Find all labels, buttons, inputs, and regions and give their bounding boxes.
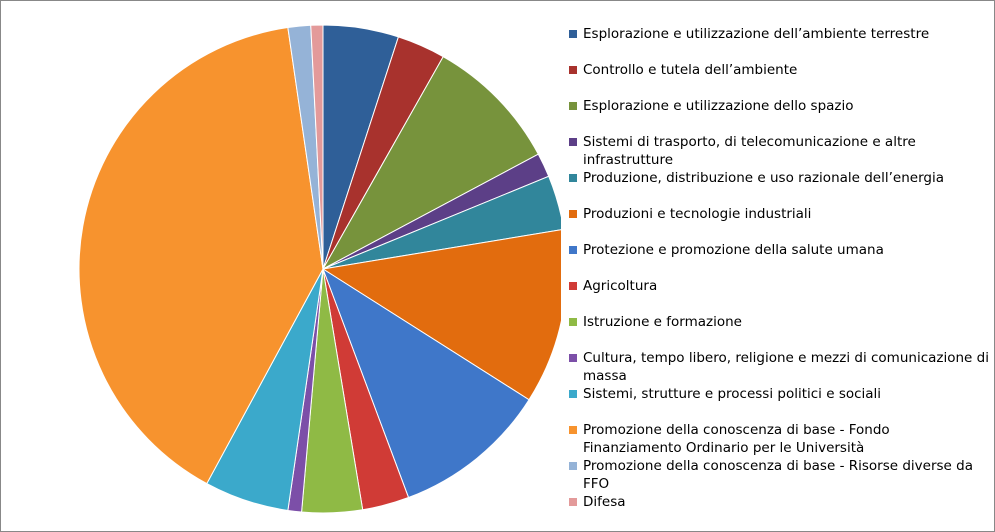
legend-item: Protezione e promozione della salute uma… <box>569 241 989 259</box>
legend-swatch <box>569 462 577 470</box>
pie-slice <box>322 175 561 270</box>
legend-label: Produzioni e tecnologie industriali <box>583 206 812 222</box>
pie-slice <box>322 267 530 499</box>
legend-swatch <box>569 318 577 326</box>
legend-label: Protezione e promozione della salute uma… <box>583 242 884 258</box>
legend-item: Controllo e tutela dell’ambiente <box>569 61 989 79</box>
pie-slice <box>321 229 561 401</box>
legend-item: Produzioni e tecnologie industriali <box>569 205 989 223</box>
pie-slice <box>78 26 324 485</box>
legend-item: Produzione, distribuzione e uso razional… <box>569 169 989 187</box>
legend-label: Esplorazione e utilizzazione dell’ambien… <box>583 26 930 42</box>
legend-item: Difesa <box>569 493 989 511</box>
legend-label: Promozione della conoscenza di base - Ri… <box>583 458 973 492</box>
legend-swatch <box>569 426 577 434</box>
legend-label: Istruzione e formazione <box>583 314 742 330</box>
legend-item: Cultura, tempo libero, religione e mezzi… <box>569 349 989 385</box>
legend-label: Sistemi, strutture e processi politici e… <box>583 386 882 402</box>
legend-swatch <box>569 210 577 218</box>
legend-item: Sistemi di trasporto, di telecomunicazio… <box>569 133 989 169</box>
legend-label: Agricoltura <box>583 278 658 294</box>
legend-item: Promozione della conoscenza di base - Ri… <box>569 457 989 493</box>
legend-swatch <box>569 498 577 506</box>
legend-swatch <box>569 390 577 398</box>
legend-label: Cultura, tempo libero, religione e mezzi… <box>583 350 989 384</box>
legend-item: Esplorazione e utilizzazione dell’ambien… <box>569 25 989 43</box>
legend-swatch <box>569 246 577 254</box>
legend-swatch <box>569 102 577 110</box>
legend-label: Produzione, distribuzione e uso razional… <box>583 170 944 186</box>
legend-label: Controllo e tutela dell’ambiente <box>583 62 798 78</box>
pie-slice <box>321 55 539 271</box>
legend-label: Esplorazione e utilizzazione dello spazi… <box>583 98 854 114</box>
legend-item: Promozione della conoscenza di base - Fo… <box>569 421 989 457</box>
legend-label: Sistemi di trasporto, di telecomunicazio… <box>583 134 916 168</box>
legend-swatch <box>569 138 577 146</box>
legend-swatch <box>569 174 577 182</box>
legend-label: Difesa <box>583 494 626 510</box>
legend-item: Esplorazione e utilizzazione dello spazi… <box>569 97 989 115</box>
legend-swatch <box>569 66 577 74</box>
legend-swatch <box>569 354 577 362</box>
legend-item: Istruzione e formazione <box>569 313 989 331</box>
pie-slice <box>310 24 324 270</box>
legend-item: Agricoltura <box>569 277 989 295</box>
legend-swatch <box>569 282 577 290</box>
legend-swatch <box>569 30 577 38</box>
legend-item: Sistemi, strutture e processi politici e… <box>569 385 989 403</box>
legend-label: Promozione della conoscenza di base - Fo… <box>583 422 890 456</box>
pie-area <box>78 24 561 514</box>
